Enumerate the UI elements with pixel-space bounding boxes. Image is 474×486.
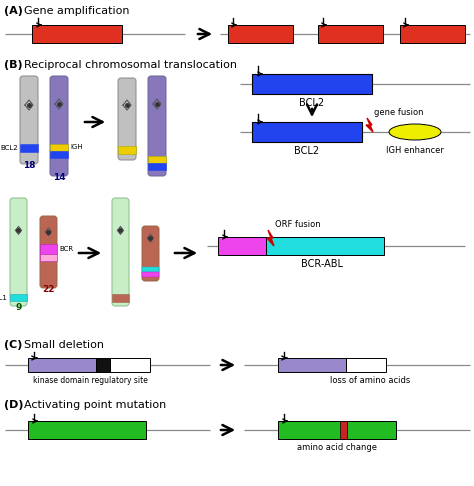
Bar — [118, 146, 136, 154]
Bar — [148, 163, 166, 170]
Bar — [346, 358, 386, 372]
Bar — [148, 156, 166, 163]
Text: Activating point mutation: Activating point mutation — [24, 400, 166, 410]
Bar — [142, 267, 159, 272]
FancyBboxPatch shape — [148, 76, 166, 176]
Text: 18: 18 — [23, 161, 35, 170]
Text: 14: 14 — [53, 173, 65, 182]
FancyBboxPatch shape — [118, 78, 136, 160]
Text: Small deletion: Small deletion — [24, 340, 104, 350]
Text: BCR: BCR — [59, 246, 73, 252]
Bar — [278, 358, 346, 372]
Text: IGH enhancer: IGH enhancer — [386, 146, 444, 155]
Bar — [228, 25, 293, 43]
Text: (A): (A) — [4, 6, 23, 16]
Bar — [40, 244, 57, 254]
Polygon shape — [366, 118, 373, 132]
Bar — [318, 25, 383, 43]
Text: kinase domain regulatory site: kinase domain regulatory site — [33, 376, 147, 385]
Bar — [28, 421, 146, 439]
FancyBboxPatch shape — [10, 198, 27, 306]
Bar — [266, 237, 384, 255]
Bar — [252, 74, 372, 94]
Ellipse shape — [389, 124, 441, 140]
Bar — [218, 237, 266, 255]
Text: BCL2: BCL2 — [0, 145, 18, 151]
Bar — [32, 25, 122, 43]
Bar — [400, 25, 465, 43]
Bar — [28, 358, 96, 372]
Polygon shape — [267, 230, 274, 246]
Bar — [142, 272, 159, 277]
Bar — [278, 421, 396, 439]
Bar — [20, 144, 38, 152]
Text: BCL2: BCL2 — [294, 146, 319, 156]
Text: Gene amplification: Gene amplification — [24, 6, 129, 16]
FancyBboxPatch shape — [20, 76, 38, 164]
Bar — [50, 151, 68, 158]
Bar — [340, 421, 347, 439]
Bar — [10, 294, 27, 301]
Text: ORF fusion: ORF fusion — [275, 220, 320, 229]
Bar — [112, 294, 129, 302]
Text: 9: 9 — [15, 303, 22, 312]
Text: BCL2: BCL2 — [300, 98, 325, 108]
Text: 22: 22 — [42, 285, 55, 294]
Text: gene fusion: gene fusion — [374, 108, 423, 117]
Bar — [252, 122, 362, 142]
Text: ABL1: ABL1 — [0, 295, 8, 301]
Text: IGH: IGH — [70, 144, 82, 150]
Bar — [96, 358, 110, 372]
Text: (C): (C) — [4, 340, 22, 350]
Text: BCR-ABL: BCR-ABL — [301, 259, 343, 269]
Text: amino acid change: amino acid change — [297, 443, 377, 452]
Text: (D): (D) — [4, 400, 24, 410]
Text: (B): (B) — [4, 60, 23, 70]
Bar — [110, 358, 150, 372]
FancyBboxPatch shape — [40, 216, 57, 288]
Bar — [40, 254, 57, 261]
FancyBboxPatch shape — [112, 198, 129, 306]
Text: Reciprocal chromosomal translocation: Reciprocal chromosomal translocation — [24, 60, 237, 70]
FancyBboxPatch shape — [142, 226, 159, 281]
Text: loss of amino acids: loss of amino acids — [330, 376, 410, 385]
FancyBboxPatch shape — [50, 76, 68, 176]
Bar — [50, 144, 68, 151]
